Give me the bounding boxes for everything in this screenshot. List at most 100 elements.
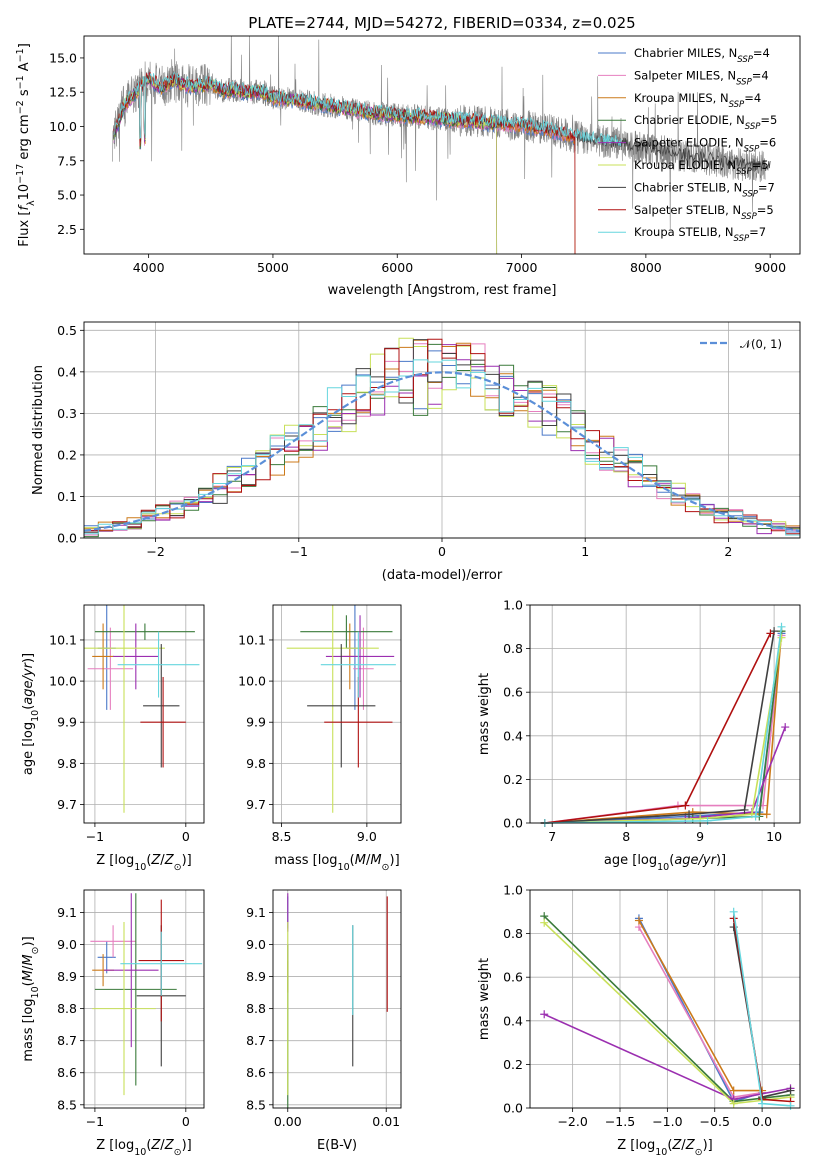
label-part: log <box>114 1138 134 1153</box>
y-tick-label: 10.1 <box>238 632 266 647</box>
label-part: )] <box>390 853 400 868</box>
weight-point <box>766 629 775 638</box>
legend-entry: Salpeter ELODIE, NSSP=6 <box>634 136 776 155</box>
label-part: ] <box>17 43 32 48</box>
x-axis-label: Z [log10(Z/Z⊙)] <box>617 1138 712 1158</box>
label-part: M <box>21 954 36 965</box>
label-part: M <box>370 853 381 868</box>
y-tick-label: 9.9 <box>57 715 77 730</box>
y-tick-label: 9.0 <box>57 937 77 952</box>
y-tick-label: 0.4 <box>503 728 523 743</box>
axes-frame <box>529 889 801 1109</box>
histograms <box>84 337 800 538</box>
y-tick-label: 0.1 <box>57 489 77 504</box>
x-tick-label: 8000 <box>630 260 662 275</box>
axes-frame <box>83 35 801 255</box>
y-tick-label: 10.1 <box>49 632 77 647</box>
y-tick-label: 8.5 <box>246 1097 266 1112</box>
legend-count: =4 <box>753 46 770 60</box>
label-part: ( <box>21 705 36 710</box>
x-tick-label: −2 <box>146 544 164 559</box>
label-part: 10 <box>655 1147 667 1158</box>
weight-point <box>703 816 712 825</box>
x-tick-label: 0 <box>438 544 446 559</box>
label-part: M <box>355 853 366 868</box>
label-part: −1 <box>15 48 26 62</box>
label-part: ( <box>146 853 151 868</box>
x-axis-label: wavelength [Angstrom, rest frame] <box>328 283 557 298</box>
x-tick-label: −2.0 <box>557 1114 587 1129</box>
legend-n: , N <box>718 225 734 239</box>
weight-point <box>540 1010 549 1019</box>
legend-entry: Chabrier STELIB, NSSP=7 <box>634 180 775 199</box>
y-tick-label: 8.7 <box>57 1033 77 1048</box>
weight-point <box>762 810 771 819</box>
y-tick-label: 0.2 <box>503 772 523 787</box>
errorbars <box>287 893 388 1108</box>
y-tick-label: 0.3 <box>57 406 77 421</box>
weight-point <box>786 1101 795 1110</box>
legend-n: , N <box>721 46 737 60</box>
y-tick-label: 0.8 <box>503 926 523 941</box>
x-tick-label: 0 <box>182 1114 190 1129</box>
legend-name: Salpeter MILES <box>634 68 720 82</box>
weight-point <box>634 916 643 925</box>
label-part: / <box>160 853 165 868</box>
weight-point <box>729 1099 738 1108</box>
y-tick-label: 10.0 <box>49 119 77 134</box>
legend-sub: SSP <box>737 55 753 65</box>
weight-point <box>751 812 760 821</box>
legend-sub: SSP <box>736 167 752 177</box>
label-part: log <box>21 998 36 1018</box>
label-part: f <box>17 204 32 211</box>
legend-count: =5 <box>760 113 777 127</box>
y-axis-label: mass weight <box>477 958 492 1040</box>
label-part: ⊙ <box>30 946 41 954</box>
x-tick-label: 8.5 <box>272 829 292 844</box>
x-tick-label: −1 <box>290 544 308 559</box>
label-part: ( <box>669 853 674 868</box>
errorbars <box>90 893 203 1096</box>
weight-point <box>685 810 694 819</box>
legend-count: =5 <box>752 158 769 172</box>
label-part: Z [ <box>96 1138 114 1153</box>
x-tick-label: 9.0 <box>357 829 377 844</box>
y-tick-label: 8.7 <box>246 1033 266 1048</box>
label-part: M <box>21 970 36 981</box>
legend-name: Kroupa MILES <box>634 91 713 105</box>
y-tick-label: 5.0 <box>57 188 77 203</box>
label-part: )] <box>182 1138 192 1153</box>
weight-series-8 <box>544 626 783 824</box>
y-tick-label: 1.0 <box>503 883 523 898</box>
label-part: / <box>366 853 371 868</box>
x-tick-label: −0.5 <box>700 1114 730 1129</box>
legend-entry: Kroupa MILES, NSSP=4 <box>634 91 761 110</box>
weight-point <box>786 1086 795 1095</box>
y-tick-label: 0.2 <box>57 447 77 462</box>
label-part: ( <box>667 1138 672 1153</box>
label-part: −17 <box>15 164 26 184</box>
y-tick-label: 9.1 <box>246 905 266 920</box>
x-tick-label: −1 <box>86 829 104 844</box>
y-tick-label: 9.8 <box>246 756 266 771</box>
legend-entry: Salpeter MILES, NSSP=4 <box>634 68 769 87</box>
label-part: 10 <box>30 986 41 998</box>
label-part: age/yr <box>674 853 717 868</box>
label-part: 10 <box>30 710 41 722</box>
legend-sub: SSP <box>745 122 761 132</box>
legend-sub: SSP <box>744 145 760 155</box>
x-tick-label: 10 <box>766 829 782 844</box>
label-part: ⊙ <box>174 1147 182 1158</box>
y-axis-label: mass [log10(M/M⊙)] <box>21 936 41 1061</box>
axes-frame <box>83 604 205 824</box>
x-axis-label: (data-model)/error <box>382 568 503 583</box>
label-part: age [ <box>604 853 637 868</box>
x-axis-label: mass [log10(M/M⊙)] <box>274 853 399 873</box>
weight-series-5 <box>544 637 783 824</box>
x-tick-label: 5000 <box>257 260 289 275</box>
weight-series-2 <box>544 631 783 824</box>
y-tick-label: 0.2 <box>503 1057 523 1072</box>
x-tick-label: 6000 <box>381 260 413 275</box>
y-tick-label: 0.0 <box>57 531 77 546</box>
